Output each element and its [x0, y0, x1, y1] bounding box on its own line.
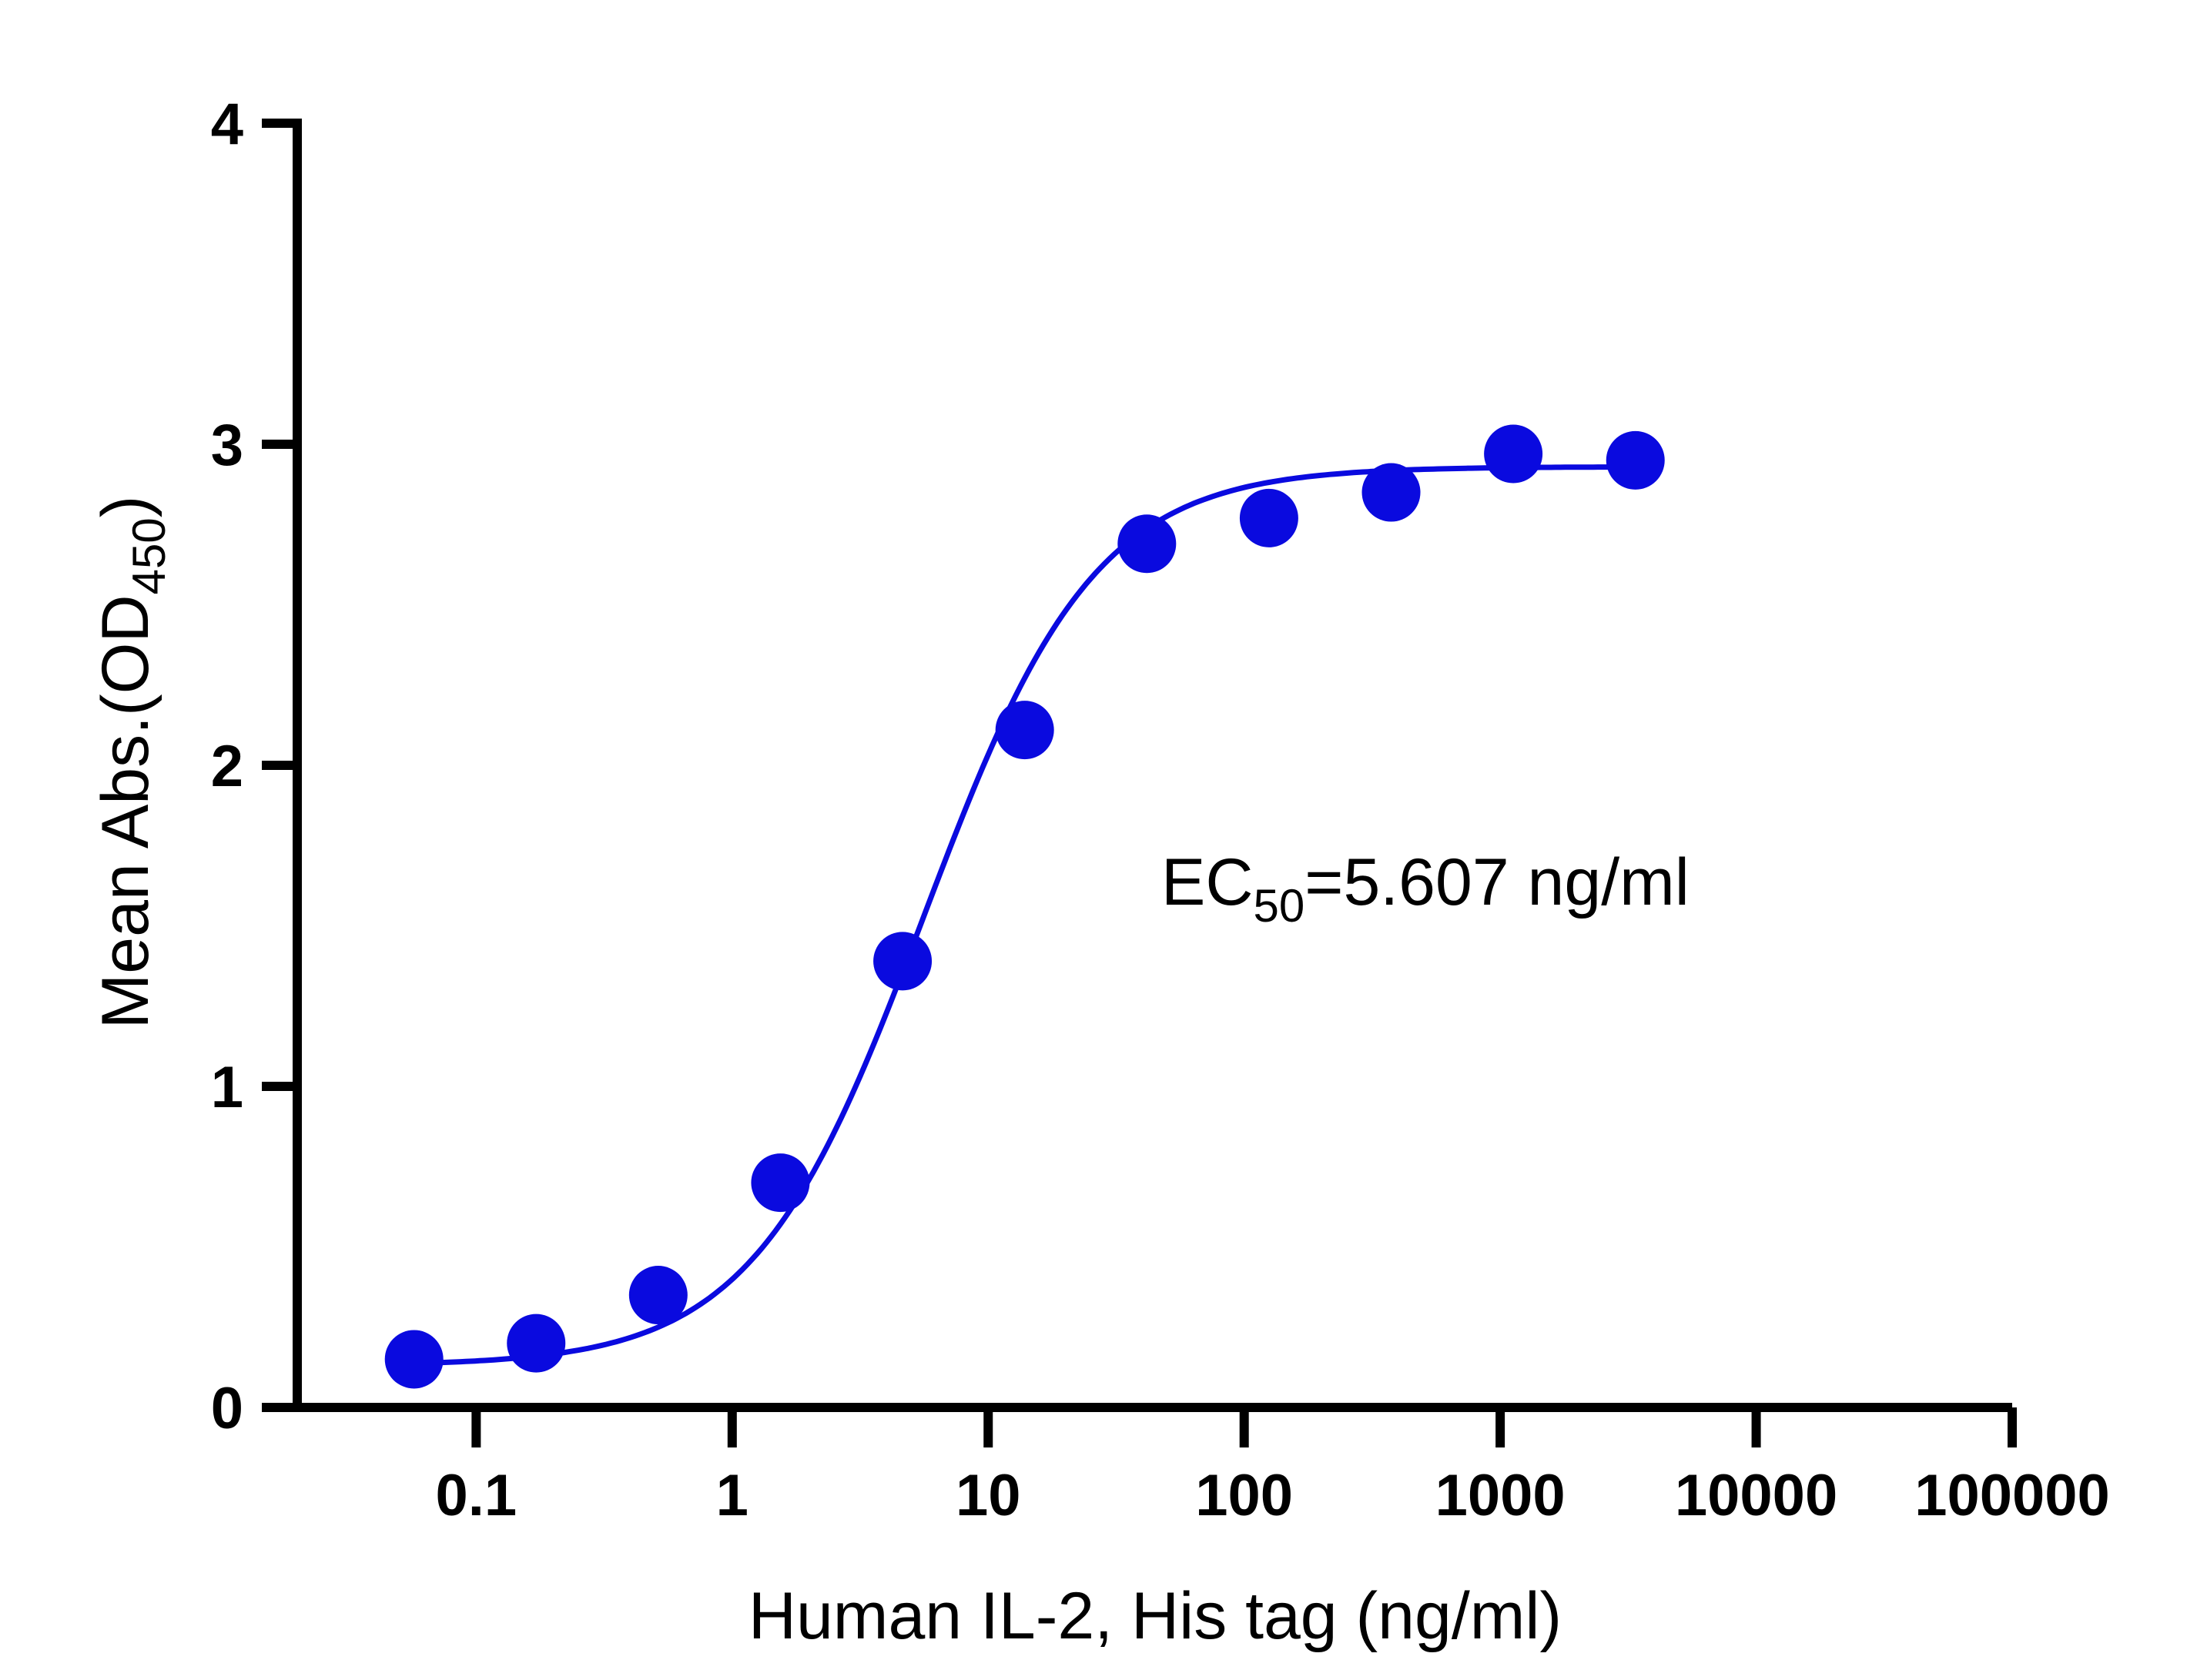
fit-curve-layer: [414, 464, 1636, 1367]
y-axis-title-close: ): [89, 496, 162, 518]
ec50-annotation: EC50=5.607 ng/ml: [1161, 845, 1690, 932]
y-tick-label: 1: [211, 1055, 243, 1120]
data-point: [1606, 430, 1665, 490]
fit-curve: [414, 464, 1636, 1367]
data-point: [1484, 424, 1543, 484]
data-point: [995, 701, 1054, 760]
ec50-subscript: 50: [1253, 880, 1304, 932]
x-tick-label: 100: [1195, 1463, 1293, 1528]
y-axis-title-subscript: 450: [123, 517, 175, 594]
data-point: [628, 1266, 688, 1325]
y-axis-ticks: 0 1 2 3 4: [211, 92, 297, 1441]
x-tick-label: 10000: [1675, 1463, 1837, 1528]
x-tick-label: 100000: [1914, 1463, 2110, 1528]
data-point: [1117, 514, 1177, 574]
ec50-value: =5.607 ng/ml: [1304, 845, 1690, 919]
data-point: [507, 1314, 566, 1373]
x-tick-label: 1: [716, 1463, 749, 1528]
data-point: [873, 932, 933, 991]
ec50-prefix: EC: [1161, 845, 1253, 919]
y-axis-title-main: Mean Abs.(OD: [89, 594, 162, 1029]
data-point: [751, 1153, 810, 1213]
y-tick-label: 3: [211, 413, 243, 478]
y-tick-label: 2: [211, 734, 243, 799]
y-axis-title: Mean Abs.(OD450): [89, 496, 175, 1029]
x-axis-ticks: 0.1 1 10 100 1000 10000 100000: [436, 1407, 2110, 1528]
y-tick-label: 0: [211, 1376, 243, 1441]
x-tick-label: 1000: [1435, 1463, 1566, 1528]
x-tick-label: 10: [956, 1463, 1021, 1528]
data-point: [1239, 488, 1298, 547]
y-tick-label: 4: [211, 92, 243, 157]
x-axis-title: Human IL-2, His tag (ng/ml): [749, 1579, 1562, 1653]
data-point: [384, 1330, 444, 1389]
x-tick-label: 0.1: [436, 1463, 517, 1528]
data-point: [1361, 463, 1421, 522]
data-points-layer: [384, 424, 1665, 1389]
